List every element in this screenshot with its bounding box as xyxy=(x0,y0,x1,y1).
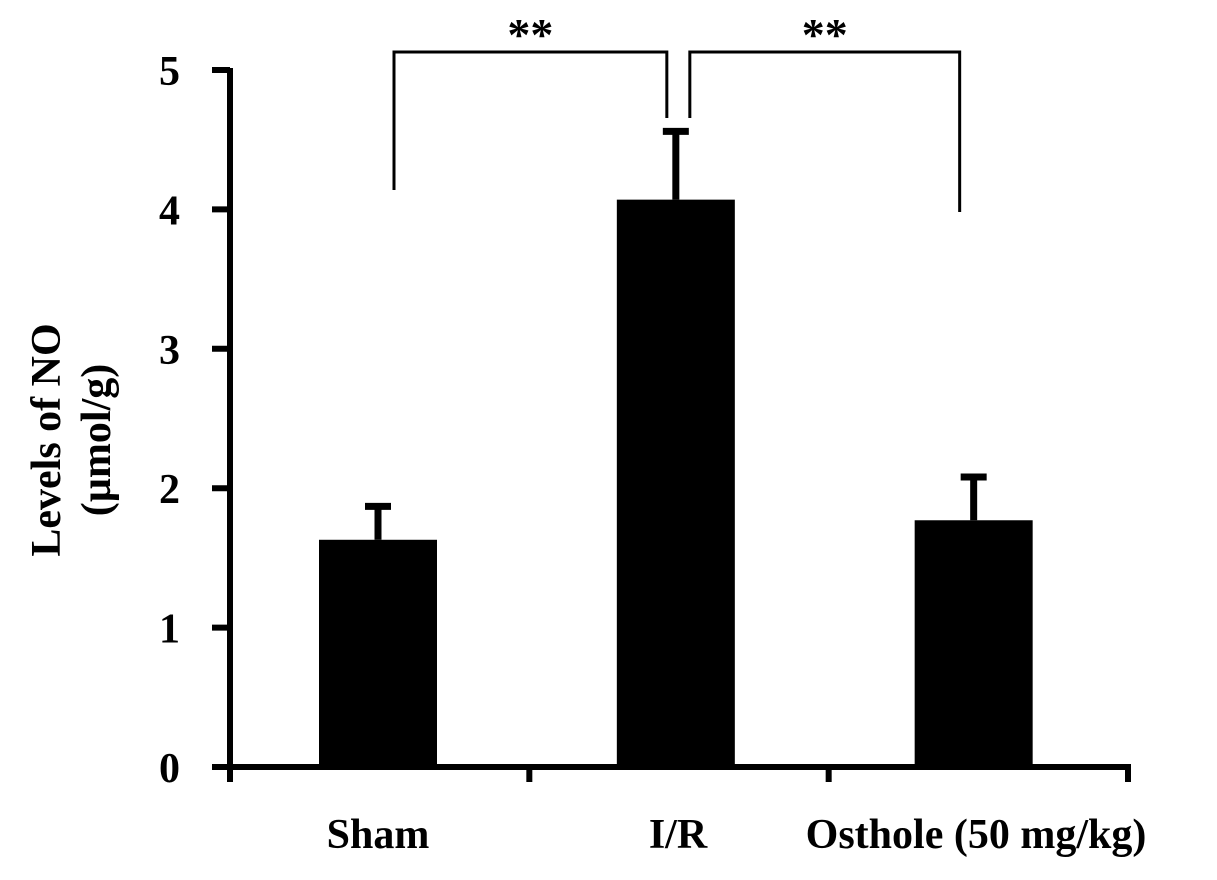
x-category-label-1: I/R xyxy=(649,812,708,858)
x-category-label-0: Sham xyxy=(327,812,430,858)
significance-bracket-1 xyxy=(688,50,962,212)
significance-label-0: ** xyxy=(507,9,553,60)
y-tick-label-1: 1 xyxy=(159,607,180,653)
y-ticks-layer: 0 1 2 3 4 5 xyxy=(159,49,230,792)
significance-label-1: ** xyxy=(802,9,848,60)
y-axis-title-line1: Levels of NO xyxy=(24,323,70,556)
axes-layer xyxy=(212,68,1131,782)
significance-layer: ** ** xyxy=(392,9,962,212)
y-tick-label-4: 4 xyxy=(159,188,180,234)
y-axis-title: Levels of NO (µmol/g) xyxy=(24,323,120,556)
significance-bracket-0 xyxy=(392,50,669,190)
y-tick-label-5: 5 xyxy=(159,49,180,95)
bar-0 xyxy=(319,539,437,767)
x-labels-layer: Sham I/R Osthole (50 mg/kg) xyxy=(327,812,1147,858)
error-bars-layer xyxy=(365,127,987,540)
x-category-label-2: Osthole (50 mg/kg) xyxy=(806,812,1147,858)
y-tick-label-2: 2 xyxy=(159,467,180,513)
bar-1 xyxy=(616,199,735,768)
y-tick-label-0: 0 xyxy=(159,746,180,792)
y-axis-title-line2: (µmol/g) xyxy=(74,364,120,517)
bar-2 xyxy=(914,520,1033,767)
bars-layer xyxy=(319,199,1033,768)
y-tick-label-3: 3 xyxy=(159,328,180,374)
